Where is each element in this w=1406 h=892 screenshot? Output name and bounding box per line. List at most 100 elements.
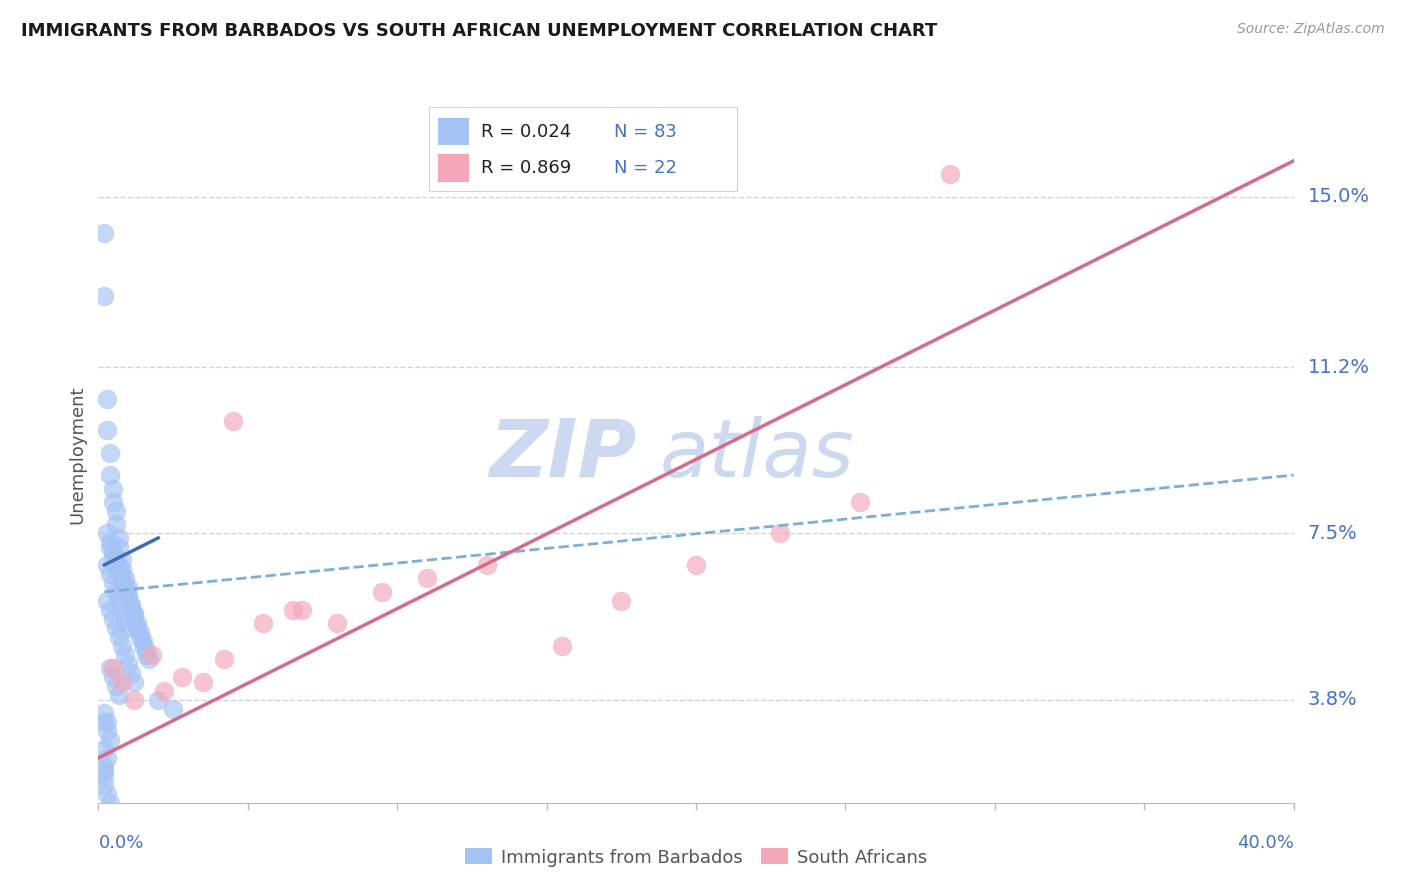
Point [120, 603, 142, 617]
Point [135, 643, 157, 657]
Point [124, 607, 146, 622]
Point [98, 733, 122, 747]
FancyBboxPatch shape [429, 107, 738, 192]
Point [93, 742, 115, 756]
Point [105, 679, 128, 693]
Legend: Immigrants from Barbados, South Africans: Immigrants from Barbados, South Africans [457, 841, 935, 874]
Point [132, 634, 155, 648]
Point [610, 594, 633, 608]
Point [108, 630, 131, 644]
Point [111, 674, 134, 689]
Text: Source: ZipAtlas.com: Source: ZipAtlas.com [1237, 22, 1385, 37]
Point [98, 468, 122, 483]
Point [141, 648, 163, 662]
Point [105, 584, 128, 599]
Point [120, 599, 142, 613]
Point [105, 558, 128, 572]
Point [117, 590, 139, 604]
Point [96, 714, 118, 729]
Point [96, 787, 118, 801]
Point [120, 599, 142, 613]
Point [98, 540, 122, 554]
Point [103, 612, 125, 626]
Point [96, 751, 118, 765]
Point [93, 769, 115, 783]
Point [129, 625, 152, 640]
Point [111, 553, 134, 567]
Point [124, 612, 146, 626]
Text: N = 83: N = 83 [614, 122, 678, 141]
Point [108, 688, 131, 702]
Point [138, 652, 160, 666]
Point [849, 495, 872, 509]
Point [117, 580, 139, 594]
Point [416, 571, 439, 585]
Point [108, 540, 131, 554]
Point [103, 661, 125, 675]
Point [114, 580, 136, 594]
Point [114, 584, 136, 599]
Point [98, 603, 122, 617]
Point [98, 661, 122, 675]
Point [96, 558, 118, 572]
Point [114, 648, 136, 662]
Point [132, 639, 155, 653]
Point [105, 517, 128, 532]
Text: R = 0.024: R = 0.024 [481, 122, 572, 141]
Point [117, 590, 139, 604]
Point [120, 665, 142, 680]
Point [103, 549, 125, 563]
Point [939, 167, 962, 181]
Point [96, 423, 118, 437]
Point [281, 603, 304, 617]
Point [111, 603, 134, 617]
Point [124, 674, 146, 689]
Y-axis label: Unemployment: Unemployment [69, 385, 87, 524]
Point [117, 621, 139, 635]
Point [111, 571, 134, 585]
Point [252, 616, 274, 631]
Text: 0.0%: 0.0% [98, 834, 143, 852]
Point [98, 796, 122, 810]
Point [108, 566, 131, 581]
Point [93, 778, 115, 792]
Point [93, 764, 115, 779]
Text: 40.0%: 40.0% [1237, 834, 1294, 852]
Point [475, 558, 498, 572]
Text: 15.0%: 15.0% [1308, 187, 1369, 206]
Point [93, 760, 115, 774]
Text: R = 0.869: R = 0.869 [481, 159, 572, 177]
Point [127, 616, 149, 631]
Bar [439, 154, 470, 182]
Point [114, 612, 136, 626]
Point [96, 723, 118, 738]
Point [550, 639, 572, 653]
Point [108, 562, 131, 576]
Point [127, 621, 149, 635]
Point [124, 692, 146, 706]
Text: atlas: atlas [661, 416, 855, 494]
Point [98, 445, 122, 459]
Point [148, 692, 170, 706]
Point [172, 670, 194, 684]
Point [103, 495, 125, 509]
Point [103, 575, 125, 590]
Point [103, 482, 125, 496]
Point [111, 562, 134, 576]
Text: IMMIGRANTS FROM BARBADOS VS SOUTH AFRICAN UNEMPLOYMENT CORRELATION CHART: IMMIGRANTS FROM BARBADOS VS SOUTH AFRICA… [21, 22, 938, 40]
Point [290, 603, 312, 617]
Point [96, 392, 118, 406]
Text: N = 22: N = 22 [614, 159, 678, 177]
Point [93, 288, 115, 302]
Point [108, 594, 131, 608]
Point [93, 706, 115, 720]
Text: 7.5%: 7.5% [1308, 524, 1357, 543]
Point [222, 414, 245, 428]
Point [105, 621, 128, 635]
Point [93, 226, 115, 240]
Point [212, 652, 235, 666]
Point [111, 639, 134, 653]
Point [96, 526, 118, 541]
Point [114, 571, 136, 585]
Point [103, 544, 125, 558]
